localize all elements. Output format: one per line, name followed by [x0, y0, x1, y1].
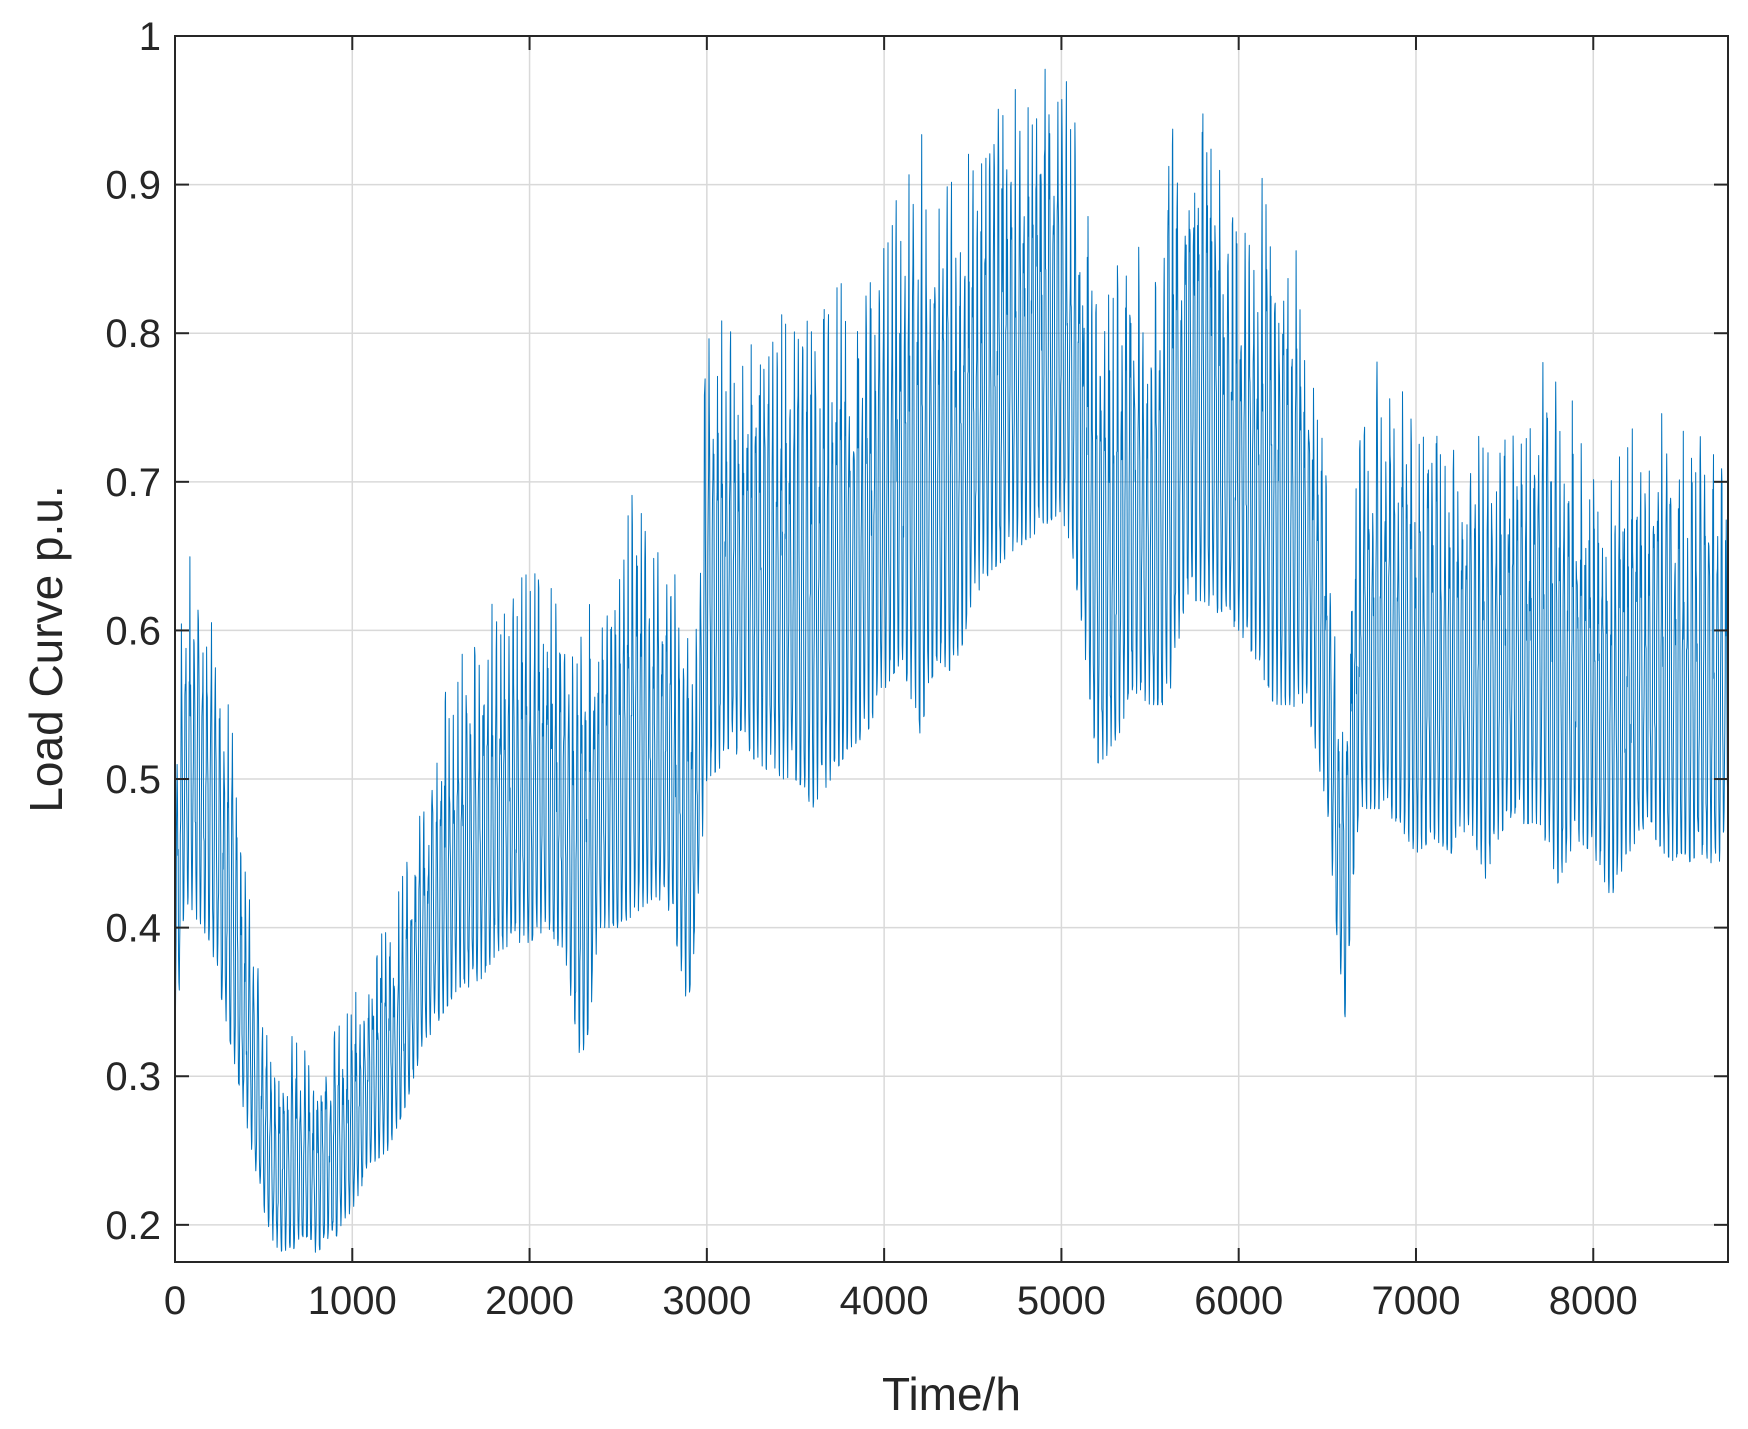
x-tick-label: 5000 — [1017, 1279, 1106, 1323]
x-tick-label: 1000 — [308, 1279, 397, 1323]
tick-marks — [174, 35, 1728, 1262]
plot-frame — [174, 35, 1729, 1263]
y-tick-label: 1 — [139, 15, 161, 59]
y-tick-label: 0.7 — [105, 461, 161, 505]
y-tick-label: 0.5 — [105, 758, 161, 802]
x-tick-label: 8000 — [1549, 1279, 1638, 1323]
y-tick-label: 0.3 — [105, 1055, 161, 1099]
y-tick-label: 0.2 — [105, 1204, 161, 1248]
load-curve-line — [174, 68, 1729, 1253]
x-axis-label: Time/h — [882, 1368, 1021, 1420]
x-tick-label: 2000 — [485, 1279, 574, 1323]
x-tick-label: 7000 — [1371, 1279, 1460, 1323]
x-tick-label: 3000 — [662, 1279, 751, 1323]
x-tick-label: 0 — [164, 1279, 186, 1323]
y-tick-labels: 0.2 0.3 0.4 0.5 0.6 0.7 0.8 0.9 1 — [105, 15, 161, 1248]
y-axis-label: Load Curve p.u. — [20, 485, 72, 812]
y-tick-label: 0.6 — [105, 609, 161, 653]
x-tick-label: 4000 — [840, 1279, 929, 1323]
series-load-curve — [174, 68, 1729, 1253]
y-tick-label: 0.8 — [105, 312, 161, 356]
y-tick-label: 0.4 — [105, 907, 161, 951]
x-tick-labels: 0 1000 2000 3000 4000 5000 6000 7000 8000 — [164, 1279, 1638, 1323]
x-tick-label: 6000 — [1194, 1279, 1283, 1323]
y-tick-label: 0.9 — [105, 164, 161, 208]
